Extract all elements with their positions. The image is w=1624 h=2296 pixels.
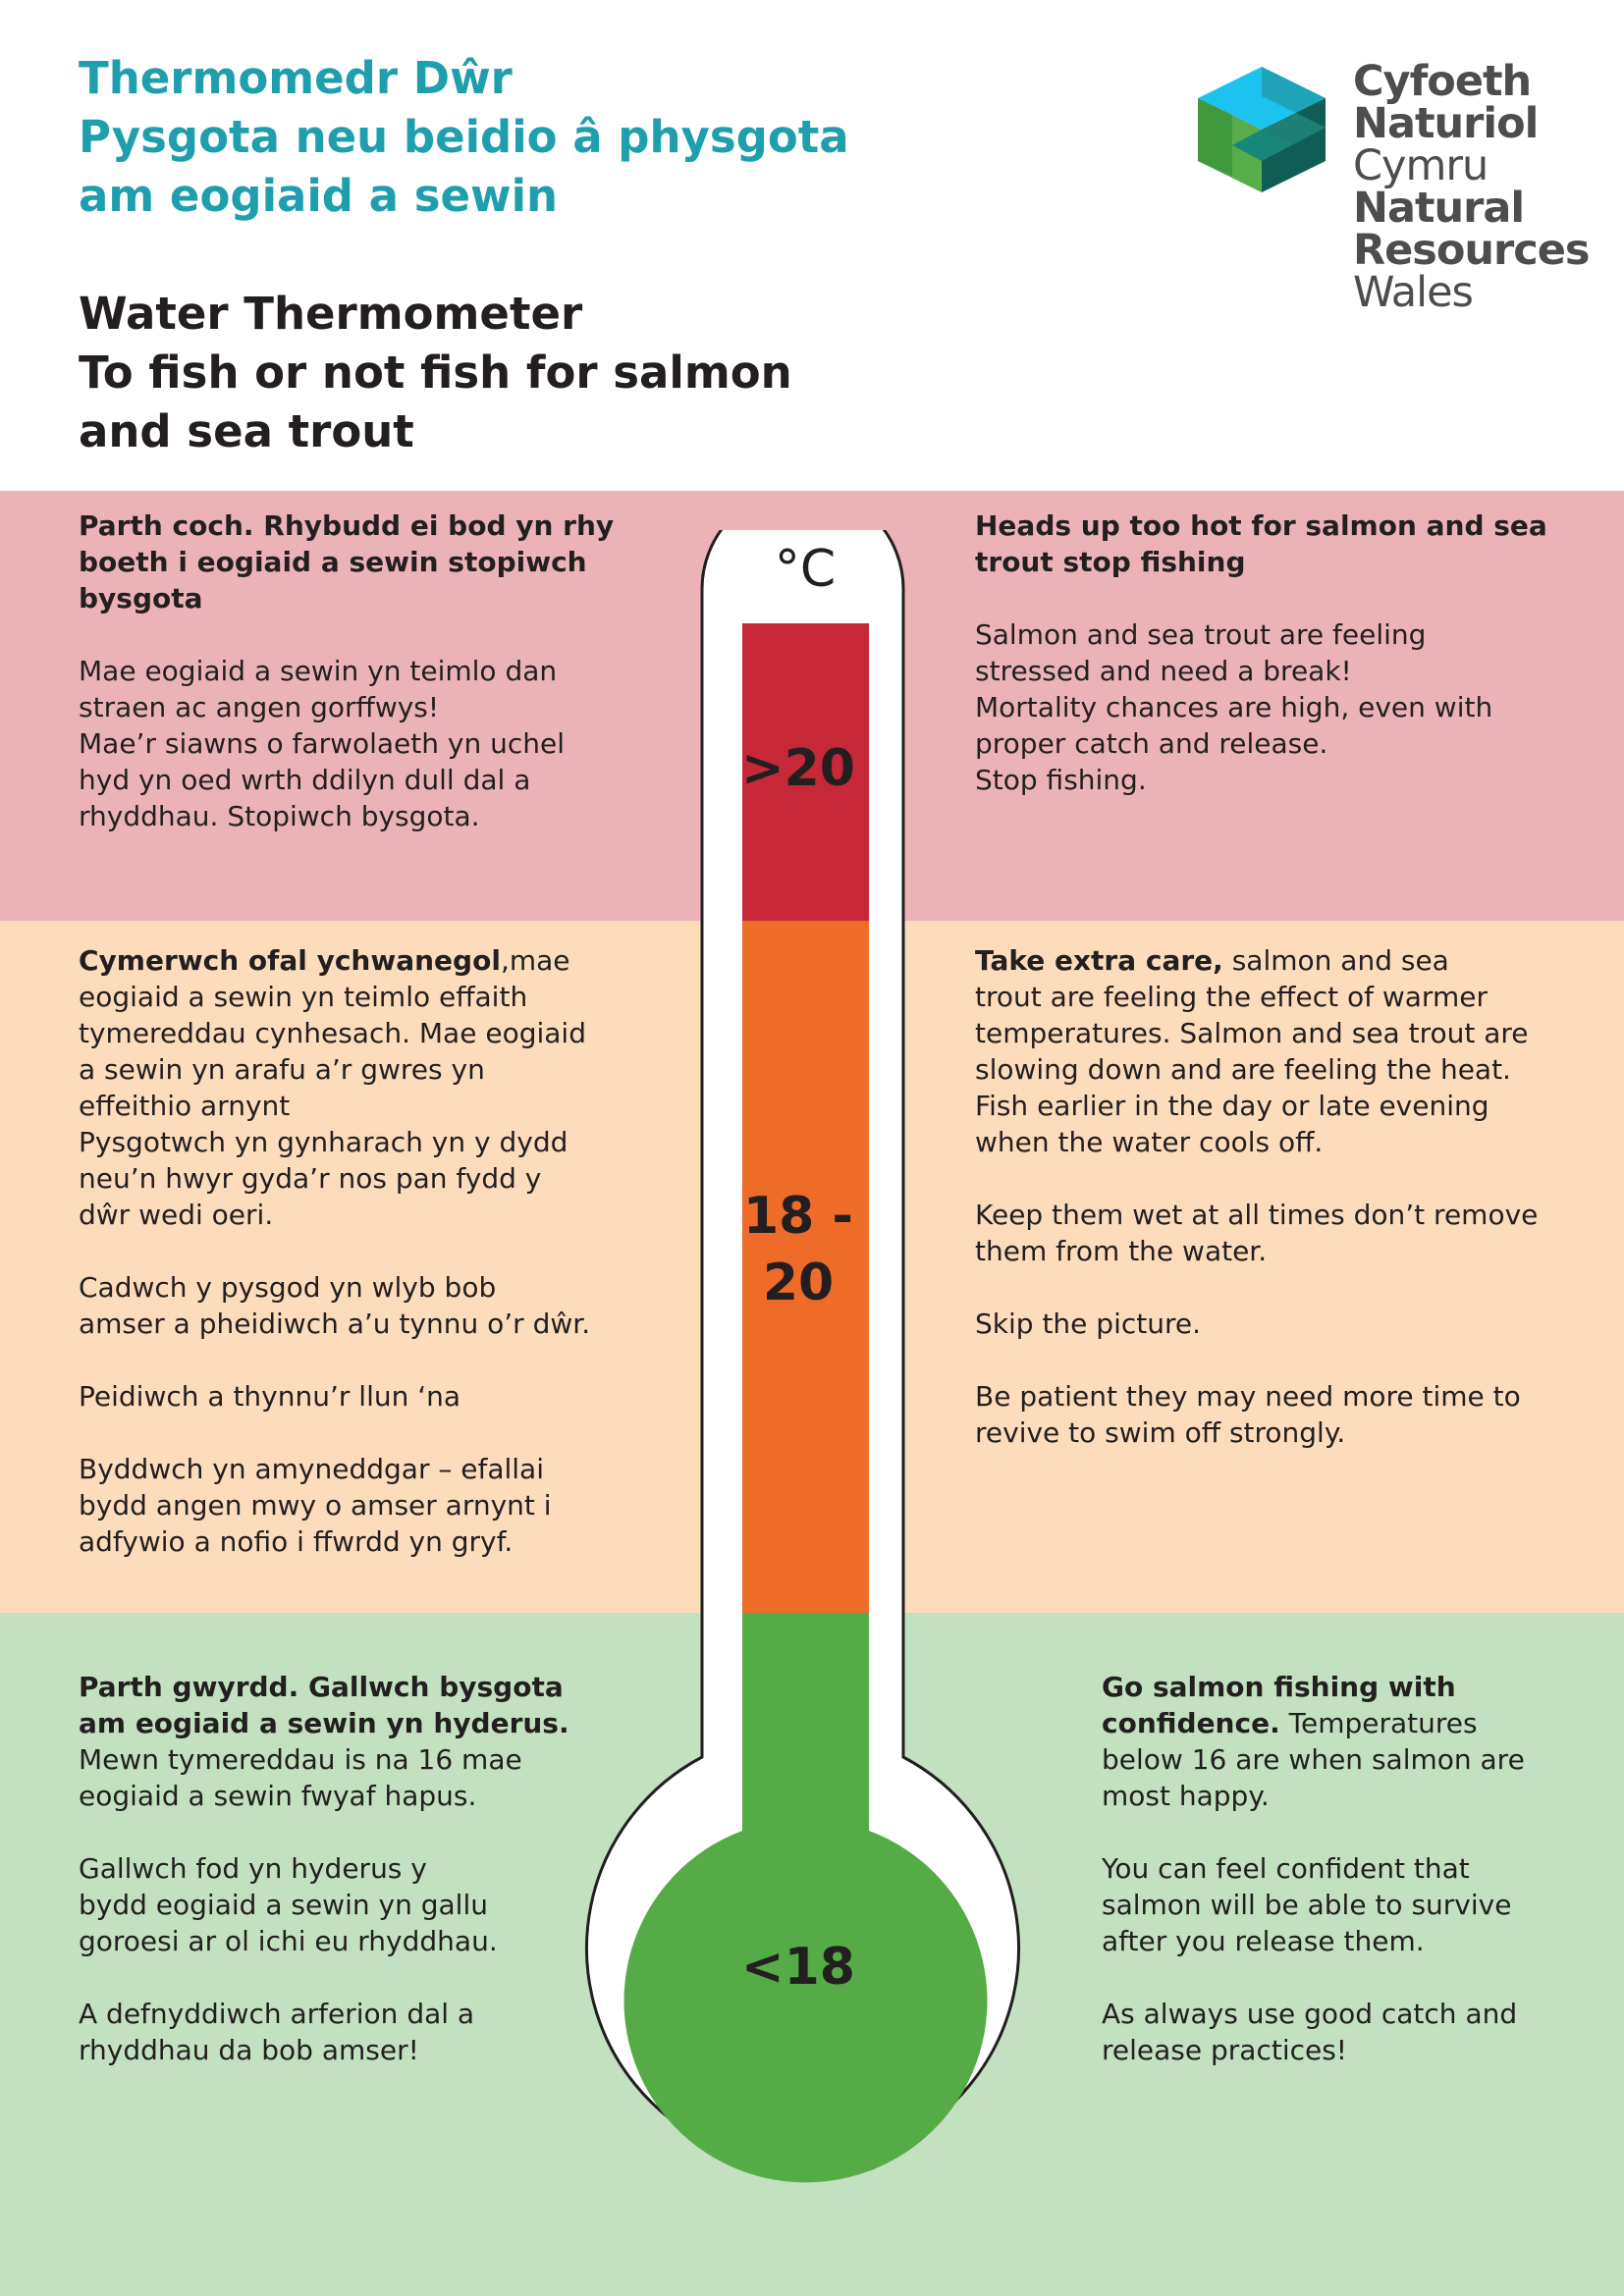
thermometer-green-zone [623, 1613, 988, 2183]
logo-line: Cymru [1353, 141, 1489, 190]
orange-english-body: Fish earlier in the day or late evening [975, 1090, 1489, 1122]
logo-line: Natural [1353, 184, 1525, 233]
welsh-title: Thermomedr Dŵr Pysgota neu beidio â phys… [79, 49, 962, 226]
orange-welsh-body: Peidiwch a thynnu’r llun ‘na [79, 1380, 461, 1413]
green-welsh-heading: am eogiaid a sewin yn hyderus. [79, 1707, 569, 1739]
welsh-title-line: Pysgota neu beidio â physgota [79, 111, 849, 163]
thermometer-graphic [585, 530, 1020, 2183]
logo-line: Naturiol [1353, 99, 1539, 148]
red-welsh-body: Mae eogiaid a sewin yn teimlo dan [79, 655, 558, 687]
orange-welsh-body: dŵr wedi oeri. [79, 1199, 274, 1231]
red-welsh-body: hyd yn oed wrth ddilyn dull dal a [79, 764, 531, 796]
orange-welsh-body: bydd angen mwy o amser arnynt i [79, 1489, 552, 1522]
green-english-lead-bold: confidence. [1102, 1707, 1280, 1739]
zone-label-18-20-line2: 20 [762, 1254, 835, 1312]
orange-english-lead: Take extra care, salmon and sea [975, 942, 1603, 979]
green-english-body: salmon will be able to survive [1102, 1889, 1512, 1921]
red-english-heading: Heads up too hot for salmon and sea [975, 509, 1547, 542]
orange-english-lead-bold: Take extra care, [975, 944, 1223, 977]
orange-zone-english-text: Take extra care, salmon and sea trout ar… [975, 942, 1603, 1451]
green-english-body: below 16 are when salmon are [1102, 1743, 1525, 1776]
red-welsh-heading: Parth coch. Rhybudd ei bod yn rhy [79, 509, 615, 542]
orange-welsh-body: Byddwch yn amyneddgar – efallai [79, 1453, 544, 1485]
green-english-lead-rest: Temperatures [1279, 1707, 1478, 1739]
orange-english-body: temperatures. Salmon and sea trout are [975, 1017, 1529, 1049]
green-welsh-body: eogiaid a sewin fwyaf hapus. [79, 1780, 477, 1812]
orange-english-body: Skip the picture. [975, 1308, 1201, 1340]
red-welsh-body: rhyddhau. Stopiwch bysgota. [79, 800, 480, 832]
orange-english-body: trout are feeling the effect of warmer [975, 981, 1488, 1013]
red-zone-welsh-text: Parth coch. Rhybudd ei bod yn rhy boeth … [79, 507, 628, 834]
orange-english-body: Keep them wet at all times don’t remove [975, 1199, 1539, 1231]
orange-welsh-body: neu’n hwyr gyda’r nos pan fydd y [79, 1162, 542, 1195]
logo-line: Cyfoeth [1353, 57, 1532, 106]
green-english-body: after you release them. [1102, 1925, 1425, 1957]
red-welsh-heading: bysgota [79, 582, 203, 614]
english-title-line: Water Thermometer [79, 288, 583, 340]
red-zone-english-text: Heads up too hot for salmon and sea trou… [975, 507, 1584, 798]
green-english-body: You can feel confident that [1102, 1852, 1470, 1885]
green-zone-english-text: Go salmon fishing with confidence. Tempe… [1102, 1669, 1612, 2068]
welsh-title-line: Thermomedr Dŵr [79, 52, 513, 104]
thermometer-orange-zone [742, 921, 869, 1613]
green-zone-welsh-text: Parth gwyrdd. Gallwch bysgota am eogiaid… [79, 1669, 628, 2068]
green-english-lead: confidence. Temperatures [1102, 1705, 1612, 1741]
red-welsh-body: straen ac angen gorffwys! [79, 691, 440, 723]
red-english-body: stressed and need a break! [975, 655, 1352, 687]
zone-label-above-20: >20 [741, 739, 855, 798]
welsh-title-line: am eogiaid a sewin [79, 170, 559, 222]
orange-welsh-lead-bold: Cymerwch ofal ychwanegol [79, 944, 501, 977]
orange-zone-welsh-text: Cymerwch ofal ychwanegol,mae eogiaid a s… [79, 942, 668, 1560]
orange-english-body: Be patient they may need more time to [975, 1380, 1521, 1413]
red-english-body: Salmon and sea trout are feeling [975, 618, 1427, 651]
green-english-body: most happy. [1102, 1780, 1270, 1812]
logo-line: Resources [1353, 226, 1590, 275]
green-welsh-body: Gallwch fod yn hyderus y [79, 1852, 427, 1885]
orange-welsh-body: a sewin yn arafu a’r gwres yn [79, 1053, 485, 1086]
orange-english-lead-rest: salmon and sea [1222, 944, 1449, 977]
thermometer-red-zone [742, 623, 869, 921]
orange-welsh-body: amser a pheidiwch a’u tynnu o’r dŵr. [79, 1308, 591, 1340]
orange-welsh-body: eogiaid a sewin yn teimlo effaith [79, 981, 528, 1013]
green-welsh-body: bydd eogiaid a sewin yn gallu [79, 1889, 488, 1921]
english-title-line: and sea trout [79, 405, 414, 457]
green-welsh-body: rhyddhau da bob amser! [79, 2034, 419, 2066]
english-title: Water Thermometer To fish or not fish fo… [79, 285, 962, 461]
orange-welsh-body: Cadwch y pysgod yn wlyb bob [79, 1271, 497, 1304]
orange-english-body: when the water cools off. [975, 1126, 1324, 1158]
zone-label-below-18: <18 [741, 1938, 855, 1997]
red-english-body: Stop fishing. [975, 764, 1147, 796]
nrw-hexagon-logo-icon [1198, 67, 1326, 192]
orange-welsh-body: adfywio a nofio i ffwrdd yn gryf. [79, 1525, 514, 1558]
red-english-body: proper catch and release. [975, 727, 1328, 760]
red-welsh-body: Mae’r siawns o farwolaeth yn uchel [79, 727, 566, 760]
orange-welsh-body: effeithio arnynt [79, 1090, 291, 1122]
orange-welsh-body: Pysgotwch yn gynharach yn y dydd [79, 1126, 568, 1158]
green-english-body: release practices! [1102, 2034, 1348, 2066]
nrw-logo-wordmark: Cyfoeth Naturiol Cymru Natural Resources… [1353, 57, 1590, 317]
thermometer-unit: °C [774, 540, 837, 599]
orange-welsh-lead-rest: ,mae [500, 944, 570, 977]
logo-line: Wales [1353, 268, 1474, 317]
green-welsh-body: A defnyddiwch arferion dal a [79, 1998, 475, 2030]
english-title-line: To fish or not fish for salmon [79, 347, 792, 399]
green-english-body: As always use good catch and [1102, 1998, 1518, 2030]
green-welsh-body: goroesi ar ol ichi eu rhyddhau. [79, 1925, 498, 1957]
orange-english-body: slowing down and are feeling the heat. [975, 1053, 1511, 1086]
green-welsh-body: Mewn tymereddau is na 16 mae [79, 1743, 522, 1776]
red-welsh-heading: boeth i eogiaid a sewin stopiwch [79, 546, 587, 578]
orange-english-body: them from the water. [975, 1235, 1268, 1267]
orange-english-body: revive to swim off strongly. [975, 1416, 1346, 1449]
red-english-body: Mortality chances are high, even with [975, 691, 1493, 723]
green-welsh-heading: Parth gwyrdd. Gallwch bysgota [79, 1671, 564, 1703]
green-english-heading: Go salmon fishing with [1102, 1671, 1456, 1703]
zone-label-18-20-line1: 18 - [742, 1187, 854, 1246]
orange-welsh-body: tymereddau cynhesach. Mae eogiaid [79, 1017, 586, 1049]
orange-welsh-lead: Cymerwch ofal ychwanegol,mae [79, 942, 668, 979]
red-english-heading: trout stop fishing [975, 546, 1246, 578]
